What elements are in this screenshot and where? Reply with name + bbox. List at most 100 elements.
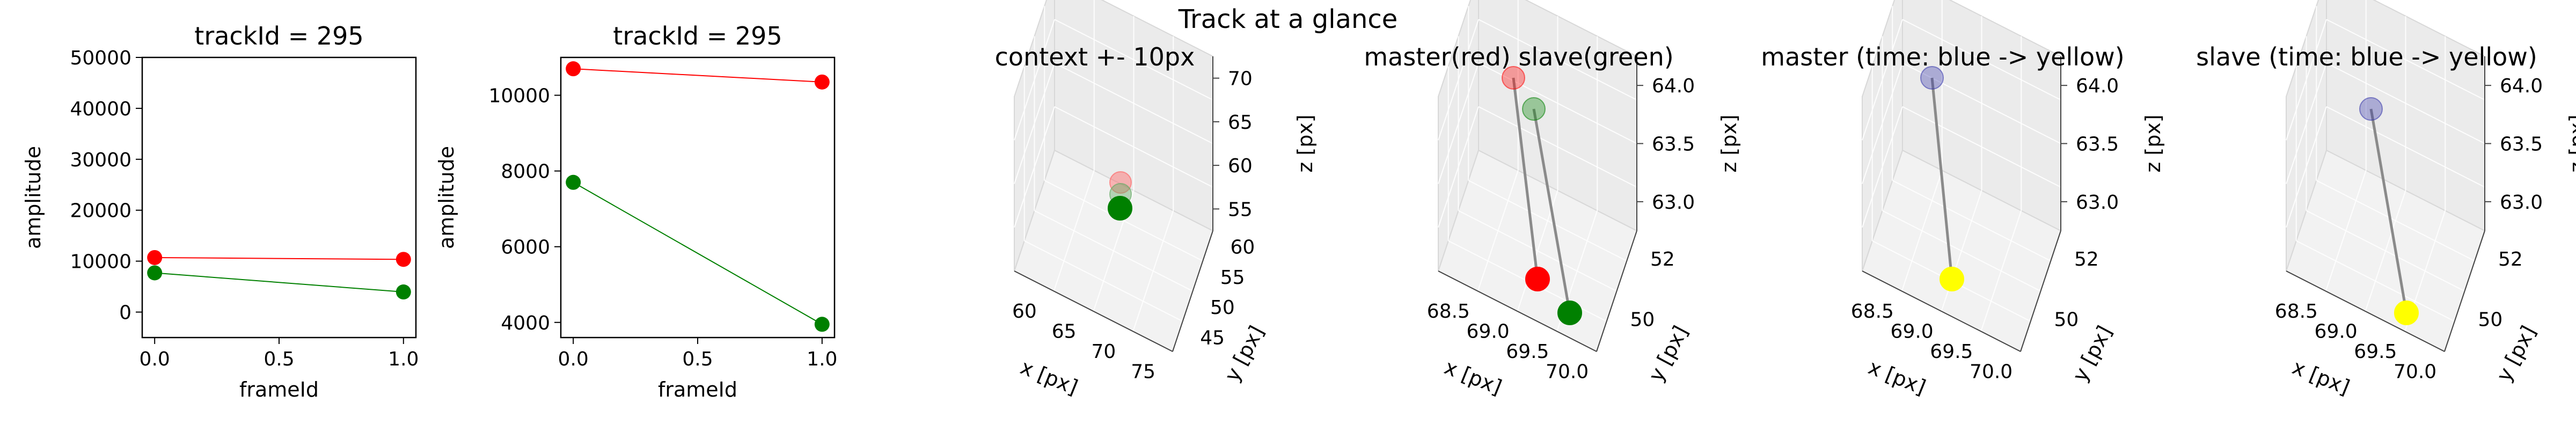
data-point — [147, 265, 163, 281]
y-tick-label: 50 — [2478, 309, 2503, 331]
x-tick-label: 68.5 — [1427, 301, 1470, 323]
chart-title: master (time: blue -> yellow) — [1761, 42, 2124, 71]
grid-line — [1014, 63, 1055, 184]
x-tick-label: 0.0 — [558, 348, 589, 370]
grid-line — [1478, 19, 1637, 101]
x-tick-label: 0.0 — [140, 348, 170, 370]
plot-frame — [141, 56, 417, 339]
grid-line — [1882, 210, 2041, 292]
z-axis-label: z [px] — [2141, 114, 2165, 172]
x-axis-line — [2286, 270, 2445, 352]
y-tick-label: 30000 — [70, 149, 131, 171]
z-tick-label: 63.5 — [2076, 134, 2119, 156]
grid-line — [2306, 210, 2465, 292]
x-axis-label: x [px] — [1441, 355, 1505, 399]
x-axis-label: x [px] — [1865, 355, 1929, 399]
z-tick-label: 64.0 — [2076, 75, 2119, 97]
y-tick-label: 4000 — [501, 312, 550, 334]
y-tick-label: 50 — [1630, 309, 1655, 331]
series-line-1 — [155, 272, 404, 293]
grid-line — [1862, 19, 1903, 141]
x-tick-label: 75 — [1131, 361, 1155, 383]
y-tick-label: 0 — [119, 302, 131, 324]
y-axis-line — [1172, 230, 1213, 352]
grid-line — [1980, 210, 2022, 332]
y-tick-label: 6000 — [501, 237, 550, 259]
x-tick-label: 70.0 — [1546, 361, 1589, 383]
y-tick-label: 52 — [2074, 248, 2099, 270]
x-tick-label: 60 — [1012, 301, 1037, 323]
chart-title: trackId = 295 — [194, 21, 363, 50]
grid-line — [2326, 62, 2485, 144]
x-axis-label: x [px] — [1017, 355, 1081, 399]
grid-line — [1054, 62, 1213, 144]
plot3d-2: context +- 10px 60 65 70 75 x [px] 45 50 55 60 y [… — [995, 0, 1317, 399]
grid-line — [1438, 19, 1479, 141]
z-tick-label: 63.0 — [1652, 192, 1695, 214]
y-axis-line — [2444, 230, 2485, 352]
z-tick-label: 60 — [1228, 155, 1253, 177]
trajectory-line-0 — [1930, 77, 1953, 280]
grid-line — [1458, 210, 1617, 292]
y-tick-label: 40000 — [70, 98, 131, 120]
scatter-point-0 — [2359, 97, 2383, 121]
trajectory-line-0 — [2369, 108, 2408, 313]
x-tick-label: 0.5 — [682, 348, 713, 370]
scatter-point-0 — [1502, 66, 1525, 90]
scatter-point-0 — [1920, 66, 1944, 90]
z-tick-label: 63.0 — [2076, 192, 2119, 214]
scatter-point-1 — [1940, 267, 1964, 291]
scatter-point-1 — [2394, 301, 2419, 325]
z-axis-label: z [px] — [1293, 114, 1317, 172]
y-tick-label: 55 — [1220, 267, 1245, 289]
z-tick-label: 70 — [1228, 68, 1253, 90]
panels: trackId = 295 0.0 0.5 1.0 0 10000 20000 30000 40… — [21, 0, 2576, 401]
plot3d-5: slave (time: blue -> yellow) 68.569.069.5… — [2196, 0, 2576, 399]
plot-frame — [560, 56, 836, 339]
data-point — [566, 61, 581, 77]
grid-line — [1438, 63, 1479, 184]
x-tick-label: 70.0 — [2394, 361, 2436, 383]
z-tick-label: 64.0 — [1652, 75, 1695, 97]
z-axis-label: z [px] — [1717, 114, 1741, 172]
line-chart-0: trackId = 295 0.0 0.5 1.0 0 10000 20000 30000 40… — [21, 21, 419, 401]
x-tick-label: 70.0 — [1970, 361, 2012, 383]
series-line-1 — [573, 181, 823, 325]
x-axis-label: frameId — [658, 378, 737, 401]
chart-title: context +- 10px — [995, 42, 1195, 71]
data-point — [396, 284, 411, 300]
x-tick-label: 69.5 — [2354, 341, 2397, 363]
data-point — [396, 252, 411, 267]
z-tick-label: 63.0 — [2500, 192, 2543, 214]
trajectory-line-1 — [1532, 108, 1571, 313]
x-tick-label: 0.5 — [264, 348, 294, 370]
x-tick-label: 70 — [1091, 341, 1116, 363]
grid-line — [1014, 19, 1055, 141]
y-axis-label: y [px] — [2492, 322, 2541, 386]
y-tick-label: 10000 — [70, 251, 131, 273]
grid-line — [1902, 19, 2061, 101]
y-tick-label: 52 — [2498, 248, 2523, 270]
grid-line — [1468, 180, 1627, 262]
data-point — [814, 317, 830, 332]
z-tick-label: 64.0 — [2500, 75, 2543, 97]
x-tick-label: 69.0 — [2315, 320, 2358, 342]
x-tick-label: 1.0 — [807, 348, 837, 370]
scatter-point-0 — [1109, 171, 1132, 194]
x-tick-label: 69.0 — [1891, 320, 1934, 342]
z-tick-label: 63.5 — [1652, 134, 1695, 156]
y-tick-label: 50 — [2054, 309, 2079, 331]
z-tick-label: 55 — [1228, 199, 1253, 221]
series-line-0 — [155, 257, 404, 260]
grid-line — [1902, 62, 2061, 144]
y-tick-label: 10000 — [488, 85, 550, 107]
z-tick-label: 63.5 — [2500, 134, 2543, 156]
scatter-point-2 — [1525, 267, 1550, 291]
grid-line — [2286, 63, 2327, 184]
data-point — [814, 74, 830, 90]
grid-line — [2326, 19, 2485, 101]
y-tick-label: 60 — [1231, 237, 1255, 259]
x-tick-label: 68.5 — [1851, 301, 1894, 323]
